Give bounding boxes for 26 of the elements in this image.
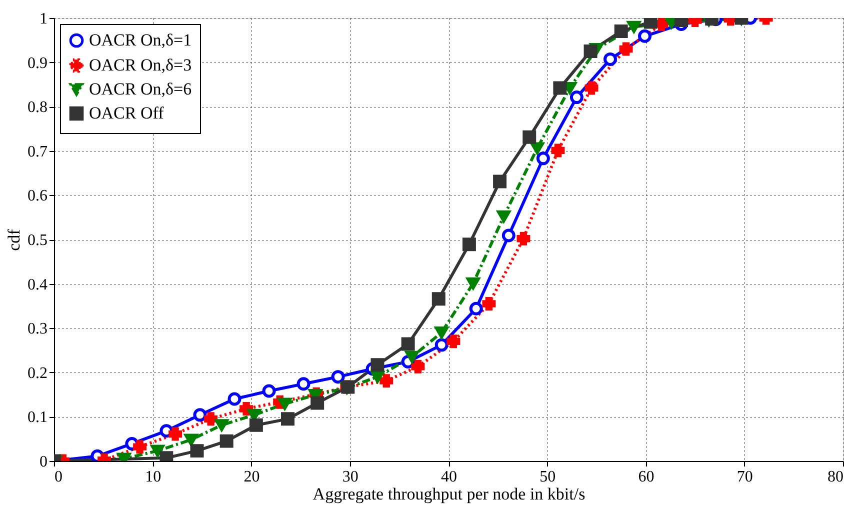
y-axis-title: cdf	[4, 228, 24, 251]
y-tick-label: 0.1	[28, 409, 48, 426]
y-tick-label: 0.8	[28, 99, 48, 116]
y-tick-label: 1	[40, 10, 48, 28]
legend-label: OACR Off	[89, 104, 164, 122]
legend-label: OACR On,δ=1	[89, 30, 192, 50]
y-tick-label: 0.2	[28, 364, 48, 382]
x-tick-label: 0	[54, 468, 62, 486]
x-tick-label: 40	[441, 468, 457, 486]
y-tick-label: 0.4	[28, 276, 48, 294]
y-tick-label: 0	[40, 454, 48, 470]
x-tick-label: 50	[540, 468, 556, 486]
x-tick-label: 70	[736, 468, 753, 486]
x-tick-label: 30	[342, 468, 358, 486]
legend-label: OACR On,δ=6	[89, 80, 192, 98]
y-tick-label: 0.5	[28, 232, 48, 249]
legend-label: OACR On,δ=3	[89, 56, 192, 74]
x-tick-label: 80	[828, 468, 844, 486]
x-axis-title: Aggregate throughput per node in kbit/s	[312, 484, 586, 504]
y-tick-label: 0.6	[28, 188, 48, 205]
x-tick-label: 60	[638, 468, 654, 486]
x-tick-label: 10	[145, 468, 162, 486]
y-tick-label: 0.3	[28, 320, 48, 338]
x-tick-label: 20	[244, 468, 260, 486]
y-tick-label: 0.9	[28, 54, 48, 72]
y-tick-label: 0.7	[28, 143, 48, 160]
